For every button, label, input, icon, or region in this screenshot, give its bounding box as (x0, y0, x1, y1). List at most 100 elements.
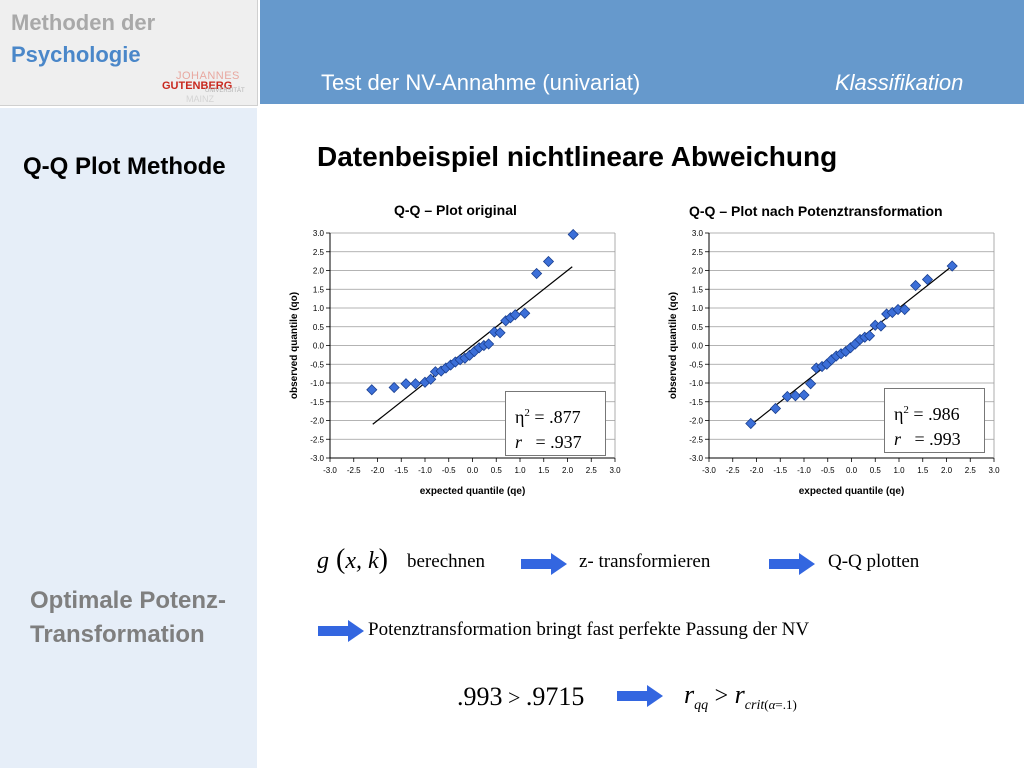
y-axis-label: observed quantile (qo) (668, 292, 679, 399)
x-tick-label: 1.0 (514, 466, 526, 475)
data-point (875, 320, 887, 332)
step-qqplot: Q-Q plotten (828, 551, 920, 572)
y-tick-label: -0.5 (689, 360, 703, 369)
formula-args: x, k (345, 548, 379, 574)
x-tick-label: 3.0 (988, 466, 1000, 475)
comparison: .993 > .9715 (457, 682, 584, 712)
uni-logo-line2: GUTENBERG (162, 80, 233, 92)
x-tick-label: -0.5 (821, 466, 835, 475)
data-point (781, 390, 793, 403)
chart-title-transformed: Q-Q – Plot nach Potenztransformation (689, 203, 943, 219)
y-tick-label: -1.0 (689, 379, 703, 388)
x-tick-label: -1.0 (797, 466, 811, 475)
data-point (483, 338, 495, 350)
x-tick-label: -1.5 (394, 466, 408, 475)
r-value: = .937 (535, 432, 582, 452)
step-calculate: berechnen (407, 551, 486, 572)
x-tick-label: 2.5 (965, 466, 977, 475)
y-tick-label: -2.0 (689, 417, 703, 426)
arrow-icon (769, 553, 815, 575)
eta-symbol: η (515, 407, 525, 427)
y-tick-label: 0.5 (692, 323, 704, 332)
sidebar: Q-Q Plot Methode Optimale Potenz-Transfo… (0, 108, 257, 768)
data-point (400, 378, 412, 390)
x-tick-label: 0.5 (870, 466, 882, 475)
x-axis-label: expected quantile (qe) (799, 486, 905, 497)
data-point (798, 389, 810, 401)
y-tick-label: -0.5 (310, 360, 324, 369)
compare-operator: > (508, 685, 521, 710)
eta-sup: 2 (903, 404, 909, 416)
logo-line2: Psychologie (11, 42, 141, 67)
alpha-symbol: α (768, 697, 776, 713)
x-axis-label: expected quantile (qe) (420, 486, 526, 497)
y-tick-label: 2.0 (313, 267, 325, 276)
x-tick-label: 1.0 (893, 466, 905, 475)
x-tick-label: -2.5 (347, 466, 361, 475)
arrow-icon (521, 553, 567, 575)
y-tick-label: 2.5 (313, 248, 325, 257)
data-point (388, 381, 400, 394)
data-point (409, 378, 422, 390)
x-tick-label: -1.5 (773, 466, 787, 475)
y-tick-label: 0.5 (313, 323, 325, 332)
uni-logo-line4: MAINZ (186, 94, 214, 104)
y-tick-label: 0.0 (313, 342, 325, 351)
x-tick-label: -2.0 (371, 466, 385, 475)
r-crit-sub: crit (744, 698, 765, 714)
x-tick-label: 2.0 (941, 466, 953, 475)
x-tick-label: 2.0 (562, 466, 574, 475)
data-point (494, 327, 506, 339)
x-tick-label: 2.5 (586, 466, 598, 475)
x-tick-label: 0.0 (846, 466, 858, 475)
y-tick-label: -2.0 (310, 417, 324, 426)
y-axis-label: observed quantile (qo) (289, 292, 300, 399)
data-point (921, 273, 934, 286)
x-tick-label: -2.0 (750, 466, 764, 475)
x-tick-label: 1.5 (917, 466, 929, 475)
r-qq-sub: qq (694, 698, 709, 714)
sidebar-heading-transformation: Optimale Potenz-Transformation (30, 587, 227, 648)
page-title: Datenbeispiel nichtlineare Abweichung (317, 141, 838, 172)
y-tick-label: -2.5 (689, 435, 703, 444)
arrow-icon (318, 620, 364, 642)
x-tick-label: -3.0 (702, 466, 716, 475)
eta-symbol: η (894, 404, 904, 424)
x-tick-label: -2.5 (726, 466, 740, 475)
y-tick-label: 1.5 (692, 285, 704, 294)
y-tick-label: 2.5 (692, 248, 704, 257)
y-tick-label: 2.0 (692, 267, 704, 276)
r-gt: > (714, 683, 729, 709)
r-symbol: r (894, 429, 902, 449)
conclusion-text: Potenztransformation bringt fast perfekt… (368, 619, 810, 640)
x-tick-label: 3.0 (609, 466, 621, 475)
stat-box-original: η2 = .877 r = .937 (505, 391, 606, 456)
formula-g-symbol: g (317, 548, 329, 574)
data-point (567, 228, 579, 241)
y-tick-label: -2.5 (310, 435, 324, 444)
x-tick-label: 0.5 (491, 466, 503, 475)
data-point (542, 255, 555, 268)
stat-box-transformed: η2 = .986 r = .993 (884, 388, 985, 453)
sidebar-heading-qq: Q-Q Plot Methode (23, 153, 226, 180)
y-tick-label: 3.0 (313, 229, 325, 238)
uni-logo-line1: JOHANNES (176, 70, 240, 82)
y-tick-label: -1.0 (310, 379, 324, 388)
eta-sup: 2 (524, 407, 530, 419)
header-section: Klassifikation (835, 70, 964, 95)
alpha-value: =.1 (775, 697, 793, 713)
chart-title-original: Q-Q – Plot original (394, 202, 517, 218)
x-tick-label: -3.0 (323, 466, 337, 475)
y-tick-label: -1.5 (310, 398, 324, 407)
data-point (805, 378, 817, 390)
x-tick-label: -0.5 (442, 466, 456, 475)
compare-left: .993 (457, 682, 503, 711)
logo-line1: Methoden der (11, 10, 156, 35)
x-tick-label: 0.0 (467, 466, 479, 475)
r-symbol: r (515, 432, 523, 452)
eta-value: = .986 (913, 404, 960, 424)
arrow-icon (617, 685, 663, 707)
data-point (789, 390, 802, 402)
header-bar: Test der NV-Annahme (univariat) Klassifi… (260, 0, 1024, 104)
